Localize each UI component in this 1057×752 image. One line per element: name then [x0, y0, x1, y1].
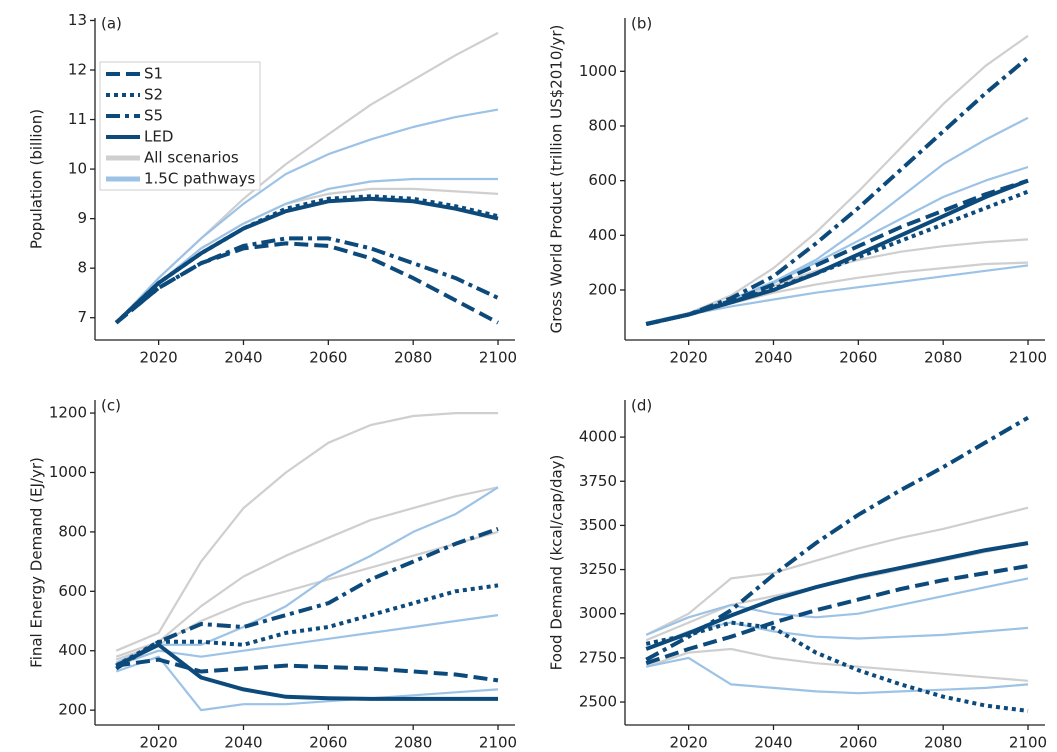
- series-line: [645, 577, 1029, 636]
- y-tick-label: 200: [58, 701, 87, 719]
- y-tick-label: 3000: [579, 604, 617, 622]
- series-line: [645, 647, 1029, 682]
- x-tick-label: 2060: [309, 349, 347, 367]
- series-line: [645, 506, 1029, 636]
- series-line: [115, 642, 498, 701]
- x-tick-label: 2020: [670, 349, 708, 367]
- legend-label: LED: [144, 128, 173, 146]
- x-tick-label: 2080: [394, 349, 432, 367]
- y-tick-label: 800: [58, 522, 87, 540]
- y-tick-label: 200: [588, 280, 617, 298]
- series-line: [114, 196, 499, 325]
- x-tick-label: 2100: [1009, 349, 1047, 367]
- y-tick-label: 10: [68, 160, 87, 178]
- y-tick-label: 1000: [49, 463, 87, 481]
- series-line: [115, 530, 499, 661]
- y-axis-label: Population (billion): [28, 109, 46, 249]
- legend-label: S1: [144, 65, 163, 83]
- y-tick-label: 800: [588, 116, 617, 134]
- legend-label: 1.5C pathways: [144, 170, 256, 188]
- x-tick-label: 2080: [924, 349, 962, 367]
- series-line: [645, 541, 1029, 651]
- y-tick-label: 9: [77, 209, 87, 227]
- x-tick-label: 2020: [140, 349, 178, 367]
- y-axis-label: Gross World Product (trillion US$2010/yr…: [548, 25, 566, 334]
- panel-label: (a): [101, 15, 122, 33]
- x-tick-label: 2100: [1009, 734, 1047, 752]
- series-line: [645, 178, 1029, 327]
- y-tick-label: 600: [588, 171, 617, 189]
- x-tick-label: 2040: [224, 734, 262, 752]
- y-tick-label: 400: [58, 641, 87, 659]
- x-tick-label: 2060: [309, 734, 347, 752]
- y-axis-label: Final Energy Demand (EJ/yr): [28, 457, 46, 668]
- x-tick-label: 2020: [670, 734, 708, 752]
- x-tick-label: 2100: [479, 349, 517, 367]
- y-tick-label: 3250: [579, 560, 617, 578]
- series-line: [115, 583, 499, 668]
- series-line: [645, 56, 1030, 327]
- x-tick-label: 2040: [754, 734, 792, 752]
- legend-label: S5: [144, 107, 163, 125]
- series-line: [115, 655, 499, 712]
- panel-label: (b): [631, 15, 652, 33]
- y-tick-label: 4000: [579, 428, 617, 446]
- x-tick-label: 2060: [839, 349, 877, 367]
- y-tick-label: 2750: [579, 648, 617, 666]
- series-line: [645, 264, 1029, 324]
- series-line: [114, 241, 499, 325]
- series-line: [114, 194, 499, 325]
- legend-label: All scenarios: [144, 149, 239, 167]
- y-tick-label: 11: [68, 110, 87, 128]
- x-tick-label: 2040: [754, 349, 792, 367]
- x-tick-label: 2100: [479, 734, 517, 752]
- panel-label: (c): [101, 397, 121, 415]
- series-line: [645, 564, 1029, 666]
- legend-label: S2: [144, 86, 163, 104]
- series-line: [115, 177, 498, 324]
- series-line: [115, 657, 499, 683]
- y-tick-label: 1000: [579, 62, 617, 80]
- series-line: [115, 187, 499, 324]
- y-tick-label: 2500: [579, 693, 617, 711]
- series-line: [115, 486, 499, 658]
- y-tick-label: 13: [68, 11, 87, 29]
- y-tick-label: 7: [77, 308, 87, 326]
- x-tick-label: 2080: [394, 734, 432, 752]
- y-tick-label: 12: [68, 61, 87, 79]
- series-line: [115, 486, 499, 664]
- series-line: [115, 108, 499, 324]
- y-tick-label: 400: [588, 226, 617, 244]
- x-tick-label: 2040: [224, 349, 262, 367]
- x-tick-label: 2020: [140, 734, 178, 752]
- y-tick-label: 1200: [49, 404, 87, 422]
- series-line: [645, 116, 1029, 324]
- x-tick-label: 2080: [924, 734, 962, 752]
- series-line: [645, 620, 1029, 713]
- legend-box: [99, 61, 261, 191]
- y-tick-label: 3500: [579, 516, 617, 534]
- x-tick-label: 2060: [839, 734, 877, 752]
- y-axis-label: Food Demand (kcal/cap/day): [548, 455, 566, 671]
- y-tick-label: 600: [58, 582, 87, 600]
- series-line: [645, 415, 1030, 662]
- series-line: [115, 412, 498, 652]
- series-line: [115, 527, 499, 671]
- series-line: [115, 614, 499, 667]
- series-line: [645, 656, 1029, 695]
- series-line: [114, 236, 499, 325]
- panel-label: (d): [631, 397, 652, 415]
- y-tick-label: 8: [77, 259, 87, 277]
- y-tick-label: 3750: [579, 472, 617, 490]
